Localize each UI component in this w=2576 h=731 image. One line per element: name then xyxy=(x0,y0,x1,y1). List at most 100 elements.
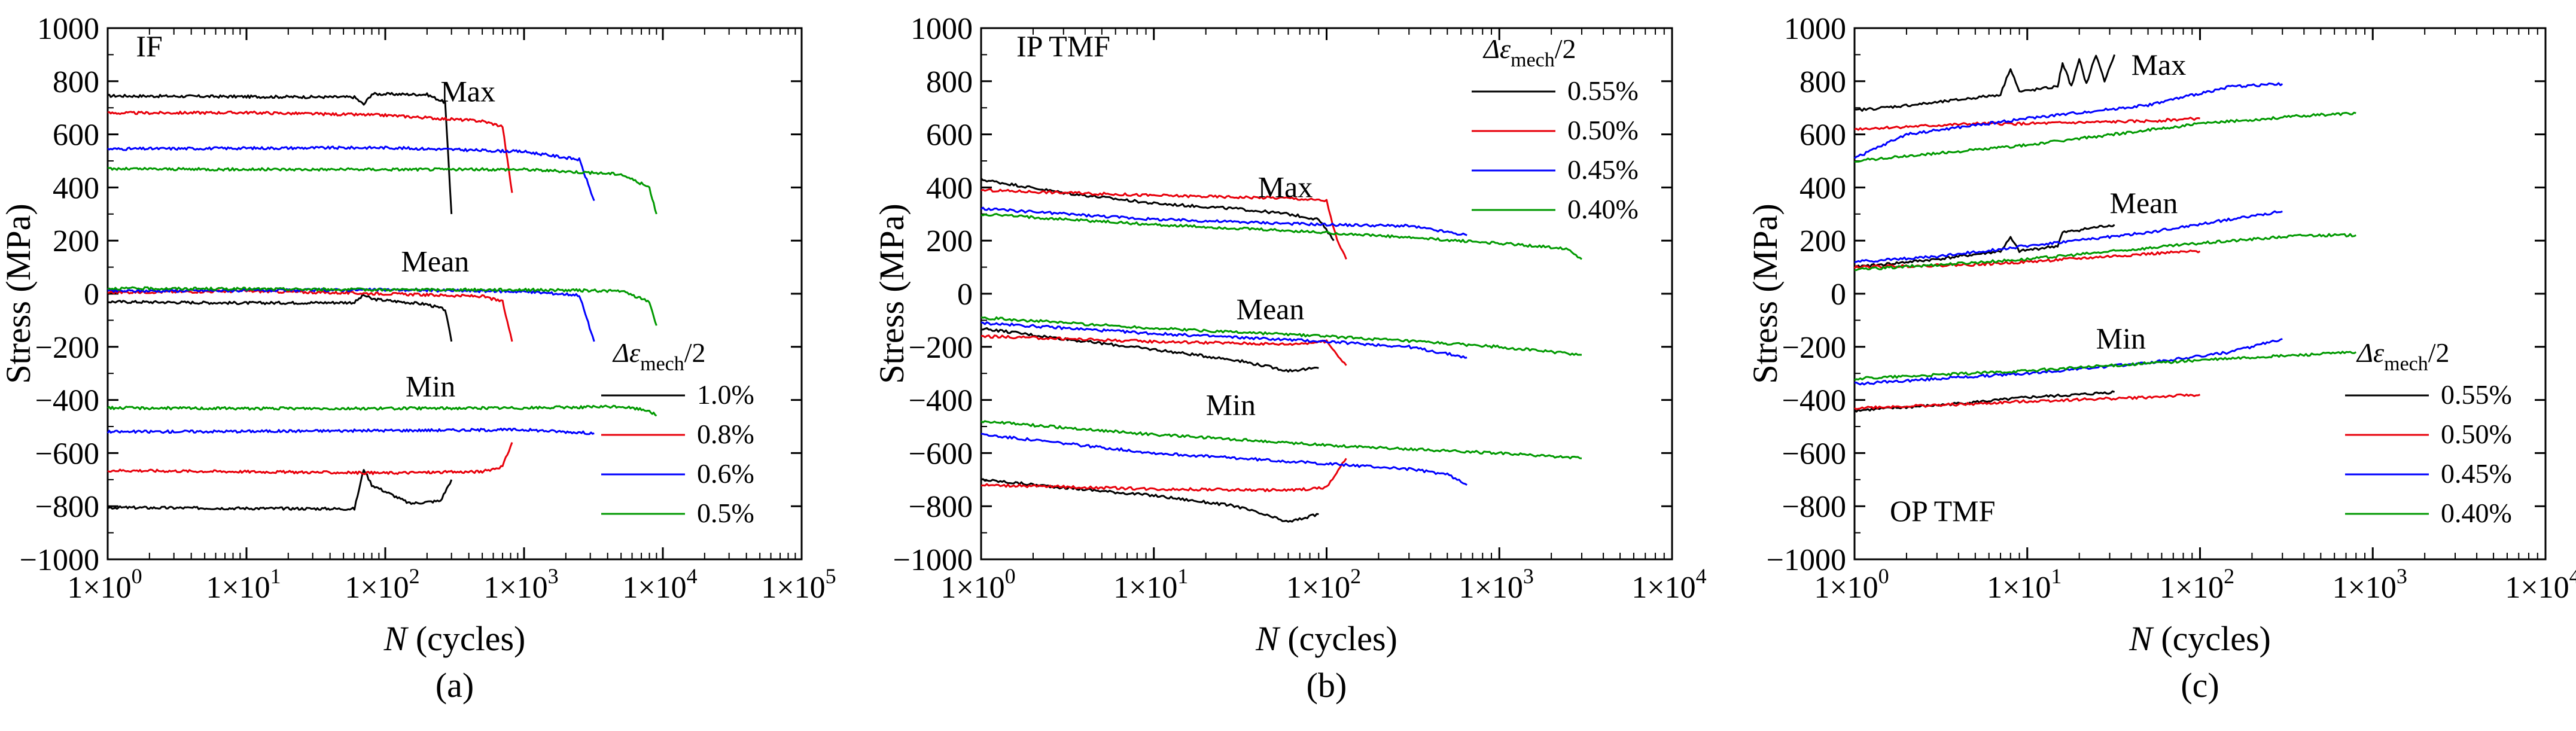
y-tick-label: −1000 xyxy=(1767,543,1846,577)
x-tick-label: 1×104 xyxy=(1631,564,1706,605)
panel-label: (b) xyxy=(1307,666,1347,705)
series-0.50% xyxy=(1853,117,2201,410)
y-tick-label: 600 xyxy=(926,118,973,153)
y-tick-label: −1000 xyxy=(893,543,973,577)
series-line-0.45%-1 xyxy=(1854,210,2283,263)
legend-entry-1.0%: 1.0% xyxy=(697,379,754,410)
x-axis-label: N (cycles) xyxy=(2129,619,2271,658)
annotation-mean: Mean xyxy=(2110,186,2178,220)
legend-entry-0.6%: 0.6% xyxy=(697,458,754,489)
x-tick-label: 1×101 xyxy=(1113,564,1188,605)
y-tick-label: −200 xyxy=(1782,331,1846,365)
legend-entry-0.55%: 0.55% xyxy=(1567,75,1639,106)
x-tick-label: 1×105 xyxy=(761,564,836,605)
y-tick-label: −800 xyxy=(909,490,973,524)
y-tick-label: −600 xyxy=(35,437,99,471)
series-0.55% xyxy=(980,178,1335,523)
series-0.50% xyxy=(981,188,1347,492)
y-tick-label: 1000 xyxy=(37,12,99,46)
y-tick-label: −1000 xyxy=(20,543,99,577)
series-line-1.0%-0 xyxy=(107,92,453,214)
plot-frame xyxy=(980,27,1673,561)
series-line-0.5%-1 xyxy=(107,286,657,326)
y-tick-label: −400 xyxy=(909,384,973,418)
legend-entry-0.55%: 0.55% xyxy=(2441,379,2512,410)
panel-label: (c) xyxy=(2181,666,2219,705)
series-line-0.8%-1 xyxy=(107,289,513,342)
series-line-0.6%-1 xyxy=(107,287,595,342)
series-line-0.8%-2 xyxy=(107,442,513,476)
series-line-0.55%-1 xyxy=(1854,224,2115,269)
legend-entry-0.40%: 0.40% xyxy=(2441,498,2512,528)
legend-entry-0.5%: 0.5% xyxy=(697,498,754,528)
y-tick-label: −800 xyxy=(35,490,99,524)
series-0.55% xyxy=(1854,54,2116,413)
chart-panel-2: 10008006004002000−200−400−600−800−10001×… xyxy=(872,12,1707,705)
legend: Δεmech/2 1.0% 0.8% 0.6% 0.5% xyxy=(601,337,754,528)
annotation-min: Min xyxy=(406,369,455,403)
series-0.40% xyxy=(1854,111,2356,381)
series-line-0.50%-1 xyxy=(1853,249,2201,269)
annotation-min: Min xyxy=(1206,388,1256,421)
y-tick-label: 800 xyxy=(1799,65,1846,99)
x-tick-label: 1×100 xyxy=(1814,564,1889,605)
series-line-0.55%-0 xyxy=(1854,54,2116,112)
x-tick-label: 1×100 xyxy=(940,564,1015,605)
annotation-max: Max xyxy=(440,75,495,108)
series-line-0.45%-2 xyxy=(1854,338,2283,386)
y-tick-label: 0 xyxy=(84,278,99,312)
y-tick-label: −600 xyxy=(909,437,973,471)
x-axis-label: N (cycles) xyxy=(1255,619,1397,658)
x-tick-label: 1×101 xyxy=(206,564,281,605)
series-line-0.40%-2 xyxy=(1854,351,2356,381)
y-tick-label: −200 xyxy=(909,331,973,365)
x-tick-label: 1×101 xyxy=(1987,564,2062,605)
panel-label: (a) xyxy=(436,666,474,705)
series-0.40% xyxy=(981,213,1582,459)
y-tick-label: 800 xyxy=(926,65,973,99)
x-tick-label: 1×104 xyxy=(2505,564,2576,605)
legend-entry-0.50%: 0.50% xyxy=(1567,115,1639,145)
series-line-0.5%-2 xyxy=(107,404,657,417)
y-tick-label: −600 xyxy=(1782,437,1846,471)
y-tick-label: 0 xyxy=(957,278,973,312)
x-tick-label: 1×102 xyxy=(1286,564,1361,605)
legend-entry-0.8%: 0.8% xyxy=(697,419,754,449)
annotation-min: Min xyxy=(2096,321,2146,355)
series-0.5% xyxy=(107,166,657,417)
series-line-0.45%-0 xyxy=(1854,82,2283,159)
series-0.8% xyxy=(107,110,513,476)
series-line-0.5%-0 xyxy=(107,166,657,215)
legend-title: Δεmech/2 xyxy=(1482,33,1576,71)
series-line-0.55%-1 xyxy=(981,327,1319,373)
y-tick-label: 400 xyxy=(926,171,973,205)
legend: Δεmech/2 0.55% 0.50% 0.45% 0.40% xyxy=(2345,337,2512,528)
series-line-0.50%-0 xyxy=(1854,117,2200,131)
x-tick-label: 1×100 xyxy=(67,564,142,605)
series-line-0.40%-2 xyxy=(981,420,1582,459)
annotation-max: Max xyxy=(1258,170,1313,203)
series-0.45% xyxy=(981,206,1467,486)
chart-panel-1: 10008006004002000−200−400−600−800−10001×… xyxy=(0,12,836,705)
annotation-max: Max xyxy=(2132,48,2187,81)
annotation-op-tmf: OP TMF xyxy=(1890,494,1995,528)
legend-entry-0.40%: 0.40% xyxy=(1567,194,1639,224)
series-line-0.40%-1 xyxy=(981,316,1582,356)
series-line-0.6%-0 xyxy=(107,145,595,202)
series-line-0.45%-0 xyxy=(981,206,1467,236)
y-tick-label: 200 xyxy=(53,224,99,258)
series-line-0.50%-1 xyxy=(981,334,1347,366)
x-tick-label: 1×104 xyxy=(622,564,697,605)
series-line-1.0%-2 xyxy=(107,469,453,511)
y-axis-label: Stress (MPa) xyxy=(1746,203,1785,383)
series-line-0.50%-2 xyxy=(1854,393,2201,410)
series-1.0% xyxy=(107,92,453,511)
x-tick-label: 1×103 xyxy=(2333,564,2407,605)
legend-title: Δεmech/2 xyxy=(2356,337,2450,375)
legend-entry-0.45%: 0.45% xyxy=(2441,458,2512,489)
series-line-0.8%-0 xyxy=(107,110,513,193)
y-tick-label: −400 xyxy=(35,384,99,418)
series-line-0.40%-0 xyxy=(1854,111,2356,163)
